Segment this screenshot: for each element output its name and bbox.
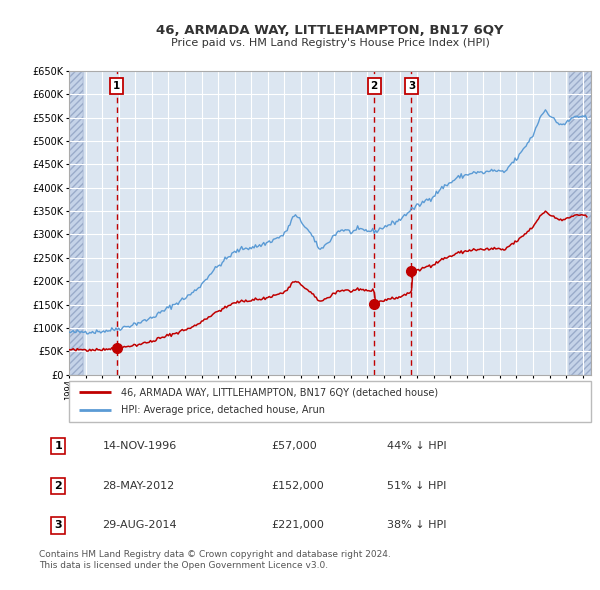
Text: 14-NOV-1996: 14-NOV-1996 (103, 441, 177, 451)
FancyBboxPatch shape (69, 381, 591, 422)
Text: 51% ↓ HPI: 51% ↓ HPI (387, 481, 446, 491)
Text: 46, ARMADA WAY, LITTLEHAMPTON, BN17 6QY: 46, ARMADA WAY, LITTLEHAMPTON, BN17 6QY (156, 24, 504, 37)
Text: 1: 1 (113, 81, 120, 91)
Text: 38% ↓ HPI: 38% ↓ HPI (387, 520, 446, 530)
Text: Contains HM Land Registry data © Crown copyright and database right 2024.
This d: Contains HM Land Registry data © Crown c… (39, 550, 391, 570)
Text: 3: 3 (55, 520, 62, 530)
Text: 1: 1 (55, 441, 62, 451)
Text: Price paid vs. HM Land Registry's House Price Index (HPI): Price paid vs. HM Land Registry's House … (170, 38, 490, 48)
Text: 28-MAY-2012: 28-MAY-2012 (103, 481, 175, 491)
Text: 2: 2 (371, 81, 378, 91)
Text: £57,000: £57,000 (271, 441, 317, 451)
Text: £221,000: £221,000 (271, 520, 324, 530)
Text: 3: 3 (408, 81, 415, 91)
Text: 44% ↓ HPI: 44% ↓ HPI (387, 441, 446, 451)
Text: £152,000: £152,000 (271, 481, 323, 491)
Bar (69, 71, 83, 375)
Text: 2: 2 (55, 481, 62, 491)
Text: 46, ARMADA WAY, LITTLEHAMPTON, BN17 6QY (detached house): 46, ARMADA WAY, LITTLEHAMPTON, BN17 6QY … (121, 387, 439, 397)
Text: 29-AUG-2014: 29-AUG-2014 (103, 520, 177, 530)
Bar (569, 71, 591, 375)
Text: HPI: Average price, detached house, Arun: HPI: Average price, detached house, Arun (121, 405, 325, 415)
